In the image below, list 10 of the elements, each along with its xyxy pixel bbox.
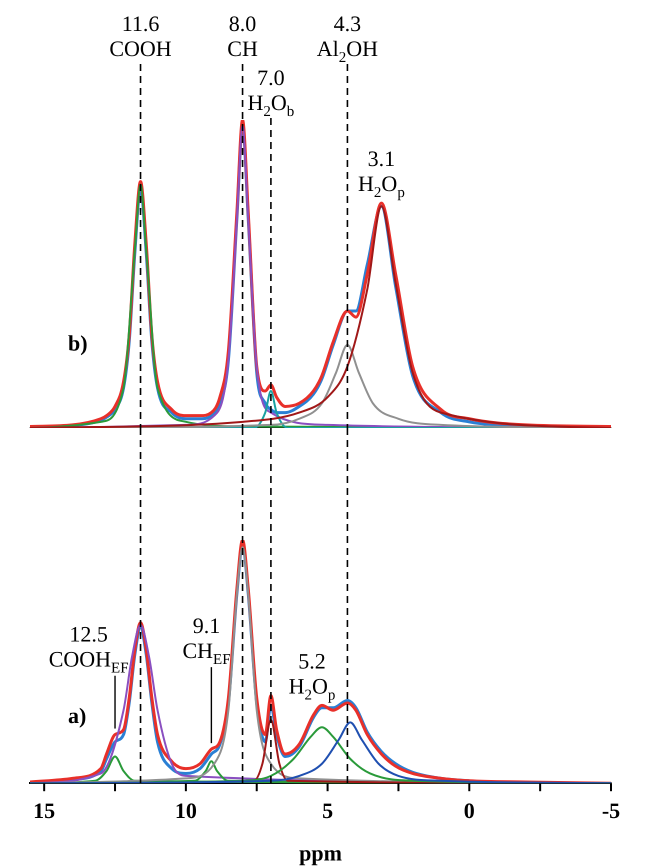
x-tick-label: 10 (174, 798, 197, 824)
ref-line-label: 11.6 COOH (109, 11, 172, 61)
x-tick-label: 5 (322, 798, 334, 824)
x-tick-label: -5 (602, 798, 620, 824)
x-axis-title: ppm (299, 840, 342, 866)
x-tick-label: 15 (33, 798, 56, 824)
x-tick-label: 0 (464, 798, 475, 824)
text: a) (68, 703, 86, 728)
ref-line-label: 8.0 CH (227, 11, 258, 61)
text: b) (68, 330, 88, 356)
